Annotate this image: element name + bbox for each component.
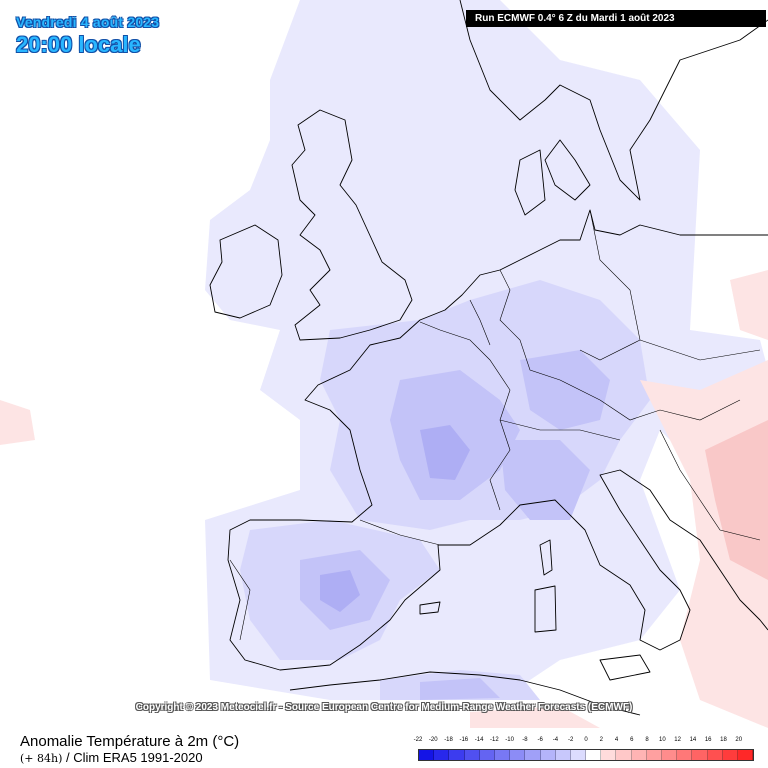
legend-tick-label: 14 [689, 737, 697, 743]
legend-tick-label: -14 [474, 737, 484, 743]
legend-tick-label: 18 [720, 737, 727, 743]
legend-swatch [616, 750, 632, 760]
legend-color-bar [418, 749, 754, 761]
legend-tick-label: 20 [735, 737, 743, 743]
legend-swatch [737, 750, 754, 760]
legend-swatch [631, 750, 647, 760]
legend-labels: -22 -20 -18 -16 -14 -12 -10 -8 -6 -4 -2 0 2 4 6 8 10 12 14… [414, 737, 754, 747]
legend-tick-label: -2 [568, 737, 574, 743]
legend-tick-label: -22 [413, 737, 423, 743]
color-legend: -22 -20 -18 -16 -14 -12 -10 -8 -6 -4 -2 0 2 4 6 8 10 12 14… [414, 737, 754, 765]
legend-tick-label: -8 [522, 737, 528, 743]
climatology-label: / Clim ERA5 1991-2020 [66, 750, 203, 765]
legend-swatch [449, 750, 465, 760]
legend-swatch [464, 750, 480, 760]
legend-tick-label: 8 [645, 737, 649, 743]
country-borders [229, 209, 761, 641]
legend-swatch [722, 750, 738, 760]
legend-swatch [540, 750, 556, 760]
legend-swatch [677, 750, 693, 760]
legend-swatch [434, 750, 450, 760]
legend-tick-label: -4 [552, 737, 559, 743]
legend-tick-label: 0 [584, 737, 588, 743]
legend-swatch [510, 750, 526, 760]
legend-swatch [555, 750, 571, 760]
legend-tick-label: -16 [459, 737, 469, 743]
warm-anomaly-areas [0, 270, 768, 728]
legend-swatch [525, 750, 541, 760]
legend-swatch [692, 750, 708, 760]
lead-time: (+ 84h) [20, 752, 63, 765]
legend-tick-label: 10 [659, 737, 666, 743]
forecast-time: 20:00 locale [16, 32, 141, 57]
legend-tick-label: 12 [674, 737, 681, 743]
legend-tick-label: 6 [630, 737, 634, 743]
map-title: Anomalie Température à 2m (°C) [20, 733, 240, 750]
coastlines [209, 0, 768, 716]
legend-swatch [586, 750, 602, 760]
cold-anomaly-areas [205, 0, 768, 700]
legend-swatch [646, 750, 662, 760]
copyright-notice: Copyright © 2023 Meteociel.fr - Source E… [135, 702, 633, 713]
legend-tick-label: -12 [490, 737, 499, 743]
legend-tick-label: 2 [599, 737, 603, 743]
legend-tick-label: 4 [614, 737, 619, 743]
anomaly-map [0, 0, 768, 728]
model-run-label: Run ECMWF 0.4° 6 Z du Mardi 1 août 2023 [466, 10, 766, 27]
legend-tick-label: 16 [704, 737, 712, 743]
legend-swatch [601, 750, 617, 760]
legend-tick-label: -20 [428, 737, 438, 743]
legend-swatch [707, 750, 723, 760]
legend-swatch [494, 750, 511, 760]
forecast-date: Vendredi 4 août 2023 [16, 14, 160, 30]
legend-tick-label: -18 [444, 737, 453, 743]
legend-tick-label: -6 [537, 737, 543, 743]
map-subtitle: (+ 84h) / Clim ERA5 1991-2020 [20, 750, 203, 765]
legend-swatch [662, 750, 678, 760]
legend-tick-label: -10 [505, 737, 514, 743]
legend-swatch [419, 750, 435, 760]
legend-swatch [570, 750, 587, 760]
legend-swatch [479, 750, 495, 760]
